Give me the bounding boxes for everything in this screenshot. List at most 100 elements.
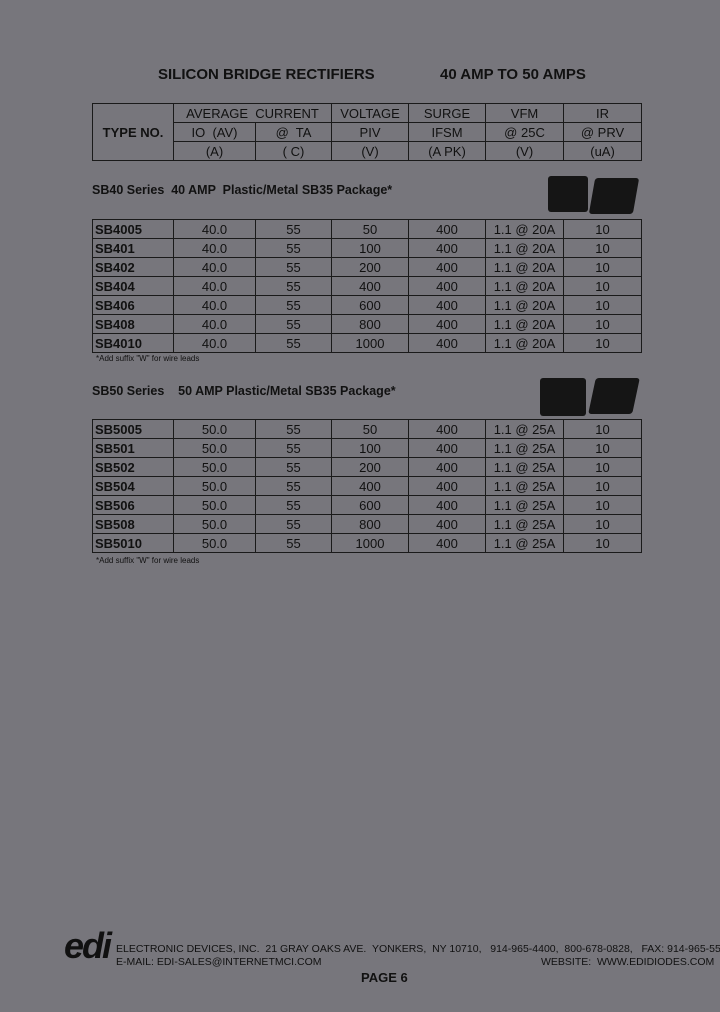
data-cell: SB404 [92,276,174,296]
data-table: SB5005 50.0 55 50 400 1.1 @ 25A 10 SB501 50.0 55 1… [92,419,642,553]
package-image [588,178,640,214]
data-cell: 10 [563,495,642,515]
data-cell: 55 [255,276,332,296]
data-cell: 55 [255,476,332,496]
section-title: SB40 Series 40 AMP Plastic/Metal SB35 Pa… [92,183,393,197]
data-cell: SB508 [92,514,174,534]
data-row: SB406 40.0 55 600 400 1.1 @ 20A 10 [92,295,642,315]
data-cell: 50 [331,219,409,239]
data-cell: 40.0 [173,238,256,258]
data-cell: SB502 [92,457,174,477]
data-cell: 50.0 [173,495,256,515]
header-cell: (A) [173,141,256,161]
data-cell: 55 [255,533,332,553]
header-cell: IO (AV) [173,122,256,142]
header-row: IO (AV) @ TA PIV IFSM @ 25C @ PRV [93,122,643,142]
data-cell: 400 [331,476,409,496]
data-cell: SB5010 [92,533,174,553]
data-cell: 55 [255,219,332,239]
data-cell: 10 [563,314,642,334]
data-row: SB501 50.0 55 100 400 1.1 @ 25A 10 [92,438,642,458]
data-cell: 1.1 @ 25A [485,495,564,515]
data-cell: 1.1 @ 25A [485,514,564,534]
logo: edi [64,925,112,966]
data-cell: 400 [408,419,486,439]
footnote: *Add suffix "W" for wire leads [96,556,200,565]
data-cell: 1000 [331,333,409,353]
data-cell: 400 [408,314,486,334]
data-cell: 50.0 [173,438,256,458]
data-cell: 50.0 [173,457,256,477]
data-row: SB4010 40.0 55 1000 400 1.1 @ 20A 10 [92,333,642,353]
data-cell: 55 [255,419,332,439]
data-cell: SB402 [92,257,174,277]
data-cell: 600 [331,295,409,315]
data-cell: 55 [255,238,332,258]
data-cell: 10 [563,295,642,315]
data-cell: 40.0 [173,219,256,239]
data-cell: 55 [255,314,332,334]
data-cell: SB504 [92,476,174,496]
data-cell: SB5005 [92,419,174,439]
data-cell: 400 [408,533,486,553]
data-cell: SB501 [92,438,174,458]
data-cell: 1.1 @ 20A [485,238,564,258]
header-cell: (uA) [563,141,643,161]
package-image [548,176,588,212]
data-cell: 400 [408,476,486,496]
data-cell: 1.1 @ 20A [485,219,564,239]
data-cell: 55 [255,333,332,353]
package-image [540,378,586,416]
header-cell: ( C) [254,141,333,161]
data-cell: 10 [563,276,642,296]
data-cell: 10 [563,238,642,258]
data-cell: 10 [563,333,642,353]
data-cell: 400 [408,495,486,515]
data-cell: 1000 [331,533,409,553]
data-row: SB5005 50.0 55 50 400 1.1 @ 25A 10 [92,419,642,439]
header-cell: IR [563,103,643,123]
header-cell: @ PRV [563,122,643,142]
data-cell: 10 [563,457,642,477]
data-cell: 400 [408,438,486,458]
header-cell: (V) [331,141,410,161]
data-cell: 55 [255,438,332,458]
data-cell: SB406 [92,295,174,315]
data-cell: SB4005 [92,219,174,239]
header-cell: IFSM [408,122,487,142]
data-row: SB402 40.0 55 200 400 1.1 @ 20A 10 [92,257,642,277]
data-cell: 1.1 @ 20A [485,333,564,353]
header-cell: AVERAGE CURRENT [172,103,333,123]
data-cell: 800 [331,514,409,534]
data-cell: 400 [408,238,486,258]
header-row: (A)( C) (V) (A PK) (V) (uA) [93,141,643,161]
data-cell: 1.1 @ 20A [485,314,564,334]
data-cell: 10 [563,476,642,496]
data-cell: 40.0 [173,314,256,334]
data-row: SB502 50.0 55 200 400 1.1 @ 25A 10 [92,457,642,477]
data-cell: 50.0 [173,419,256,439]
data-cell: 100 [331,238,409,258]
header-cell: VFM [485,103,565,123]
data-cell: 10 [563,257,642,277]
footer-website: WEBSITE: WWW.EDIDIODES.COM [541,956,715,968]
data-cell: 1.1 @ 20A [485,295,564,315]
data-cell: 100 [331,438,409,458]
data-cell: 1.1 @ 20A [485,257,564,277]
data-cell: 1.1 @ 25A [485,476,564,496]
data-cell: 10 [563,438,642,458]
data-cell: 10 [563,419,642,439]
page-number: PAGE 6 [361,970,408,985]
data-cell: 200 [331,257,409,277]
data-row: SB5010 50.0 55 1000 400 1.1 @ 25A 10 [92,533,642,553]
data-cell: 400 [408,219,486,239]
data-cell: 40.0 [173,276,256,296]
header-cell: (V) [485,141,565,161]
data-row: SB401 40.0 55 100 400 1.1 @ 20A 10 [92,238,642,258]
header-row: TYPE NO. AVERAGE CURRENT VOLTAGE SURGE VFM IR [92,103,643,161]
data-cell: 10 [563,219,642,239]
data-row: SB4005 40.0 55 50 400 1.1 @ 20A 10 [92,219,642,239]
section-title: SB50 Series 50 AMP Plastic/Metal SB35 Pa… [92,384,396,398]
title: SILICON BRIDGE RECTIFIERS [158,66,375,83]
data-cell: 40.0 [173,295,256,315]
